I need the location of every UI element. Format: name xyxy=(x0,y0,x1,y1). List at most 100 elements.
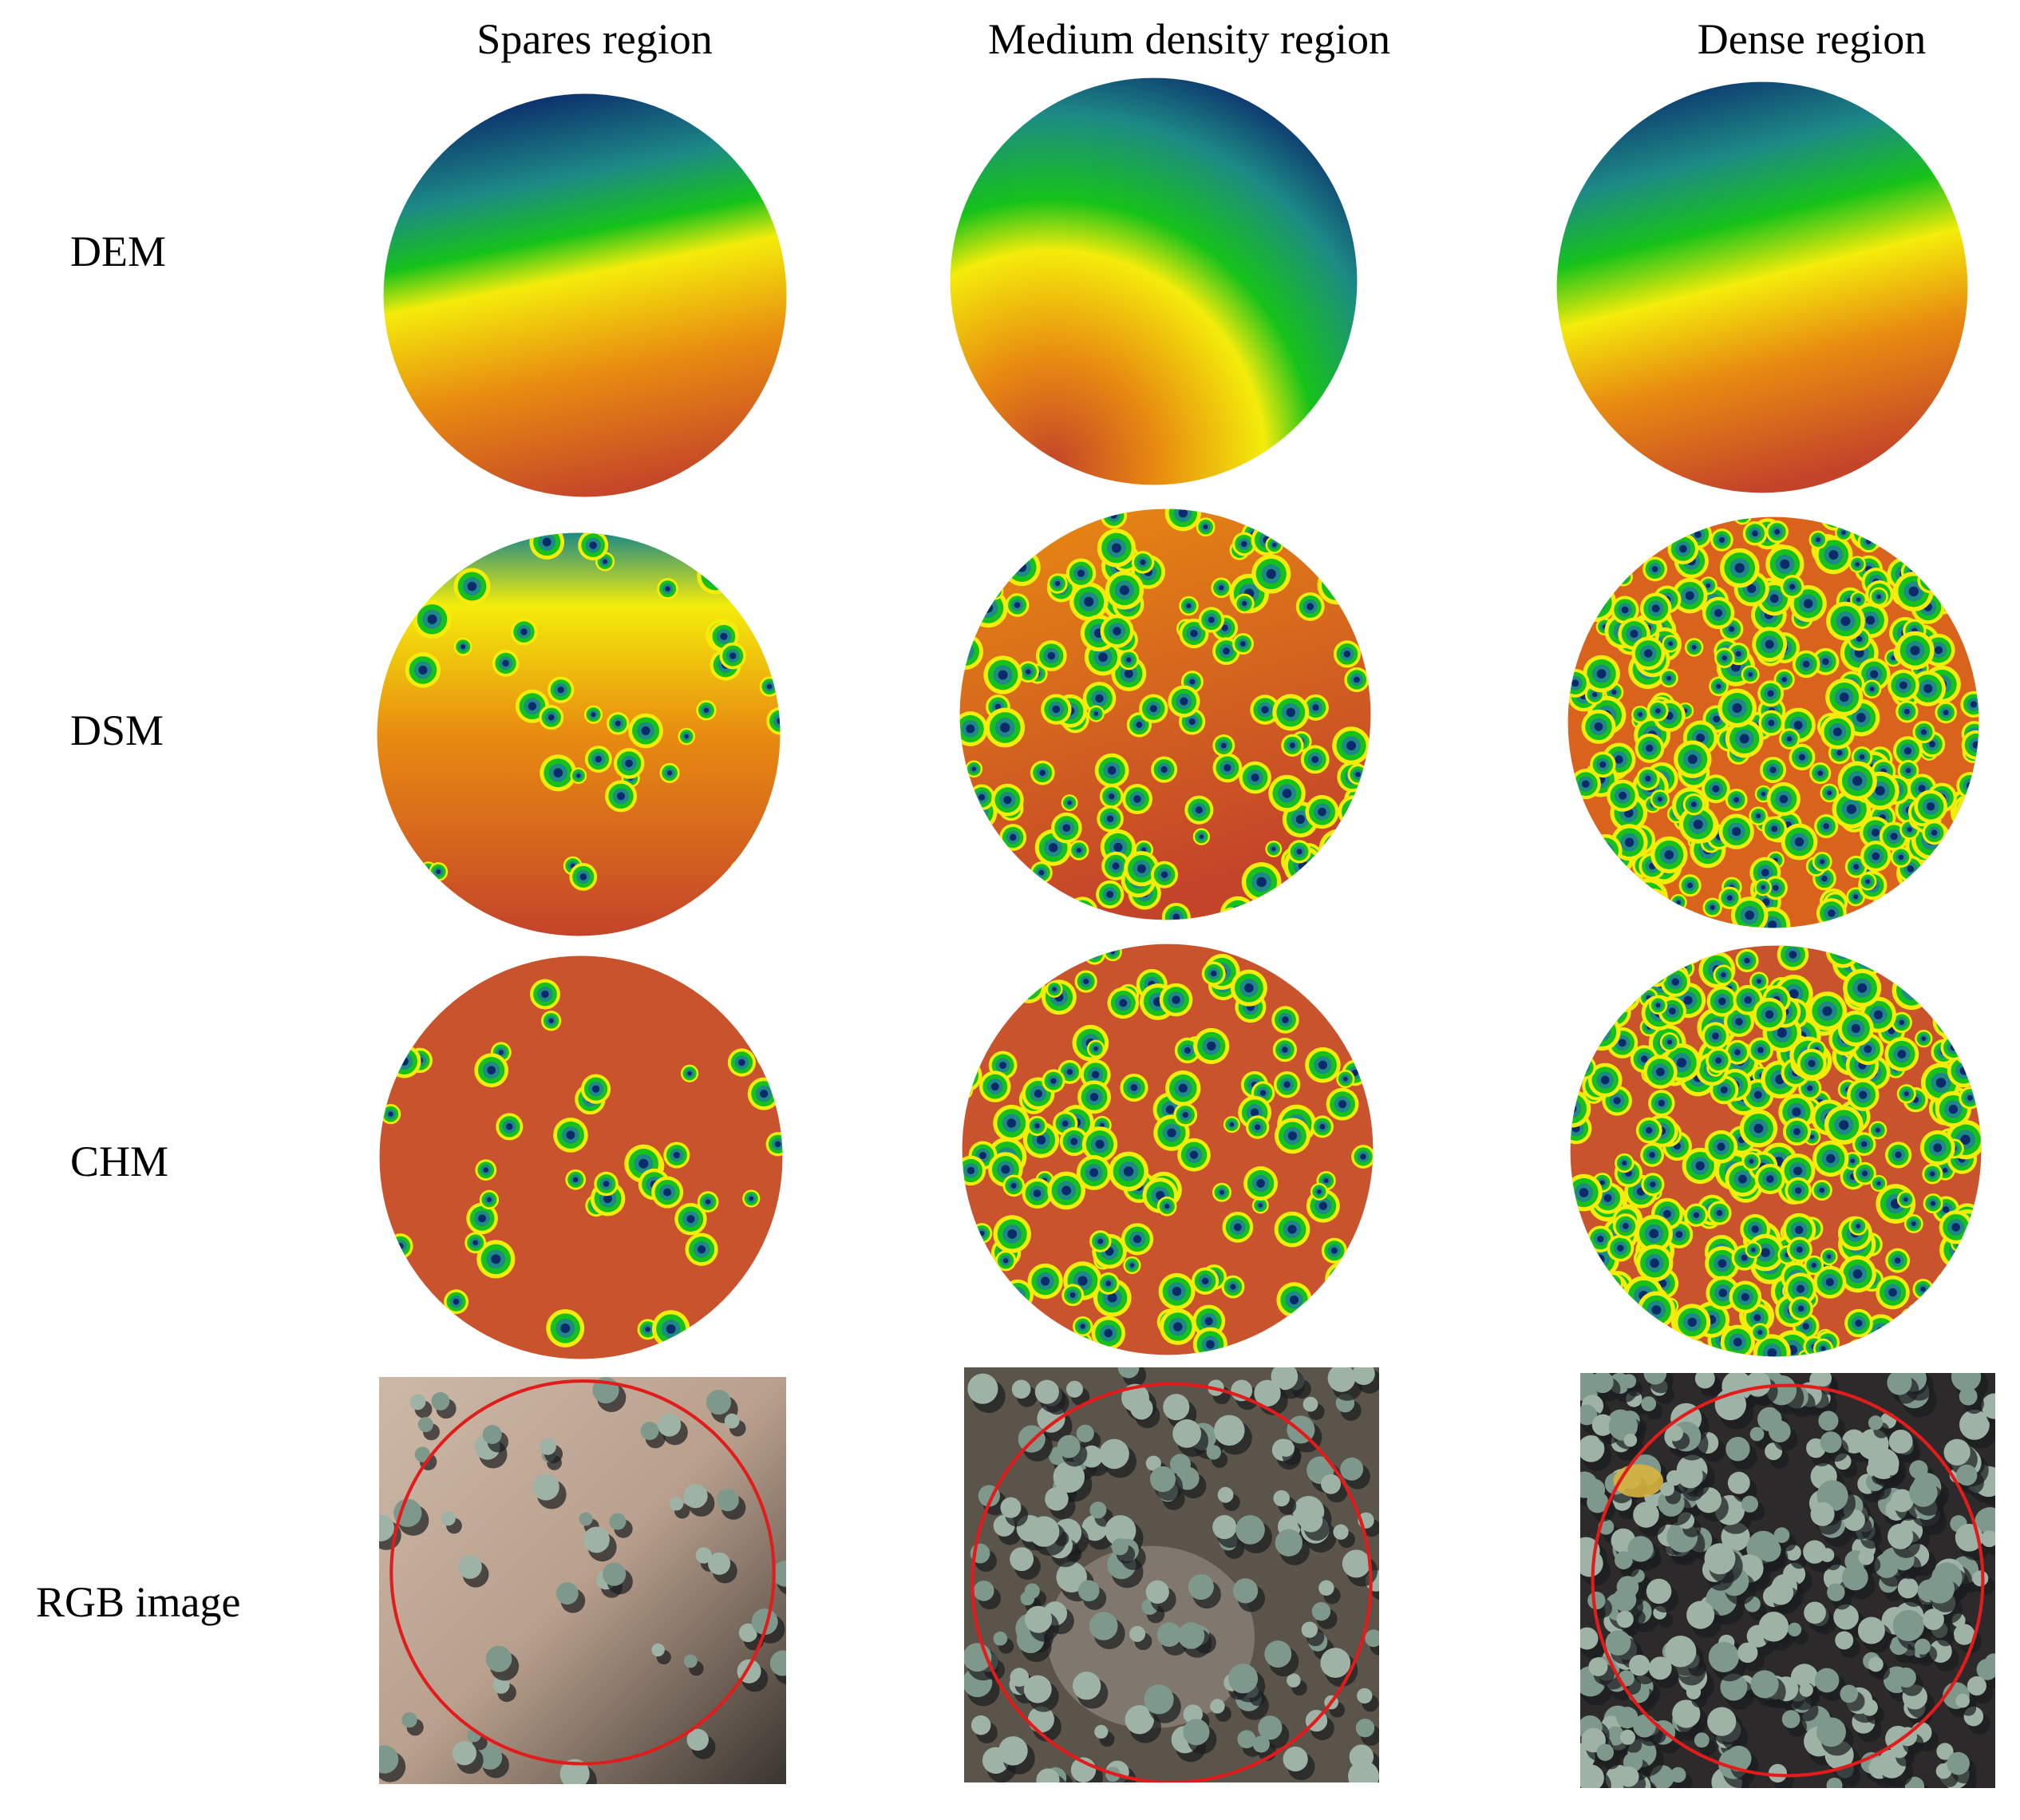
tree-crown xyxy=(1572,1300,1587,1316)
tree-crown xyxy=(1968,1298,1975,1306)
tree-crown xyxy=(1951,1373,1982,1392)
tree-crown xyxy=(1296,524,1320,548)
tree-crown xyxy=(1010,944,1033,963)
tree-crown xyxy=(1258,1203,1263,1208)
tree-crown xyxy=(1630,629,1639,639)
tree-crown xyxy=(666,1323,676,1334)
tree-crown xyxy=(1761,1248,1770,1257)
tree-crown xyxy=(1362,1342,1367,1347)
tree-crown xyxy=(1133,795,1141,803)
tree-crown xyxy=(1939,1307,1960,1327)
tree-crown xyxy=(988,530,1008,550)
tree-crown xyxy=(1856,597,1861,602)
tree-crown xyxy=(1869,686,1875,692)
tree-crown xyxy=(1640,547,1650,556)
tree-crown xyxy=(1364,999,1374,1019)
tree-crown xyxy=(1939,1279,1957,1297)
tree-crown xyxy=(1173,1322,1183,1331)
tree-crown xyxy=(1875,896,1895,916)
tree-crown xyxy=(1942,963,1947,969)
tree-crown xyxy=(1355,822,1362,829)
tree-crown xyxy=(1144,1684,1174,1715)
tree-crown xyxy=(1891,1320,1915,1343)
tree-crown xyxy=(1687,882,1694,888)
tree-crown xyxy=(1962,568,1979,585)
tree-crown xyxy=(1851,1023,1860,1034)
tree-crown xyxy=(1961,538,1979,556)
tree-crown xyxy=(1573,1251,1579,1256)
tree-crown xyxy=(1034,1123,1040,1129)
tree-crown xyxy=(1922,968,1952,999)
tree-crown xyxy=(1584,901,1610,927)
tree-crown xyxy=(1093,1046,1098,1051)
tree-crown xyxy=(1005,944,1020,957)
tree-crown xyxy=(959,564,965,578)
tree-crown xyxy=(1750,1670,1779,1699)
tree-crown xyxy=(1591,888,1615,912)
tree-crown xyxy=(1095,694,1104,703)
tree-crown xyxy=(737,868,744,874)
tree-crown xyxy=(1745,910,1754,920)
tree-crown xyxy=(1332,530,1348,546)
tree-crown xyxy=(1600,537,1609,546)
tree-crown xyxy=(1599,1180,1605,1185)
tree-crown xyxy=(1271,1367,1299,1391)
tree-crown xyxy=(1872,1323,1890,1340)
tree-crown xyxy=(706,566,725,585)
tree-crown xyxy=(1283,1081,1291,1088)
tree-crown xyxy=(976,970,1001,995)
tree-crown xyxy=(767,1052,774,1060)
tree-crown xyxy=(1615,755,1623,764)
tree-crown xyxy=(1845,516,1857,521)
tree-crown xyxy=(1875,785,1885,796)
tree-crown xyxy=(1643,1373,1667,1385)
tree-crown xyxy=(1651,1305,1662,1316)
tree-crown xyxy=(1855,562,1860,567)
tree-crown xyxy=(1932,1005,1966,1039)
tree-crown xyxy=(730,561,746,578)
tree-crown xyxy=(1917,1343,1937,1357)
tree-crown xyxy=(1612,1588,1637,1612)
tree-crown xyxy=(1160,871,1168,878)
tree-crown xyxy=(1611,953,1622,963)
tree-crown xyxy=(1570,993,1588,1012)
tree-crown xyxy=(1592,910,1601,919)
tree-crown xyxy=(1038,869,1045,876)
tree-crown xyxy=(1598,957,1607,967)
tree-crown xyxy=(1575,999,1582,1006)
tree-crown xyxy=(1573,1298,1587,1313)
tree-crown xyxy=(1603,999,1628,1025)
tree-crown xyxy=(1943,1307,1964,1328)
dsm-dense-panel xyxy=(1566,515,1981,930)
tree-crown xyxy=(1859,754,1865,760)
tree-crown xyxy=(1809,1134,1815,1139)
tree-crown xyxy=(1960,968,1975,983)
tree-crown xyxy=(1577,1013,1583,1019)
tree-crown xyxy=(769,964,778,974)
tree-crown xyxy=(1340,951,1350,961)
tree-crown xyxy=(1369,1004,1374,1014)
tree-crown xyxy=(431,1391,450,1410)
tree-crown xyxy=(1648,945,1667,963)
tree-crown xyxy=(1292,944,1316,960)
tree-crown xyxy=(1757,979,1761,984)
tree-crown xyxy=(1668,1007,1676,1015)
tree-crown xyxy=(1945,1309,1962,1326)
tree-crown xyxy=(1227,1664,1259,1694)
tree-crown xyxy=(1570,990,1591,1015)
tree-crown xyxy=(1650,1181,1656,1188)
tree-crown xyxy=(1753,1314,1761,1322)
tree-crown xyxy=(1930,872,1959,900)
tree-crown xyxy=(1927,945,1955,971)
tree-crown xyxy=(1204,1316,1213,1326)
tree-crown xyxy=(1948,1027,1955,1034)
tree-crown xyxy=(1287,1673,1301,1687)
tree-crown xyxy=(1969,842,1979,858)
tree-crown xyxy=(1581,1064,1587,1070)
tree-crown xyxy=(1235,1515,1265,1545)
tree-crown xyxy=(1611,983,1637,1009)
tree-crown xyxy=(1036,1768,1060,1782)
tree-crown xyxy=(1752,530,1758,537)
tree-crown xyxy=(1622,1223,1629,1229)
tree-crown xyxy=(999,1062,1007,1070)
